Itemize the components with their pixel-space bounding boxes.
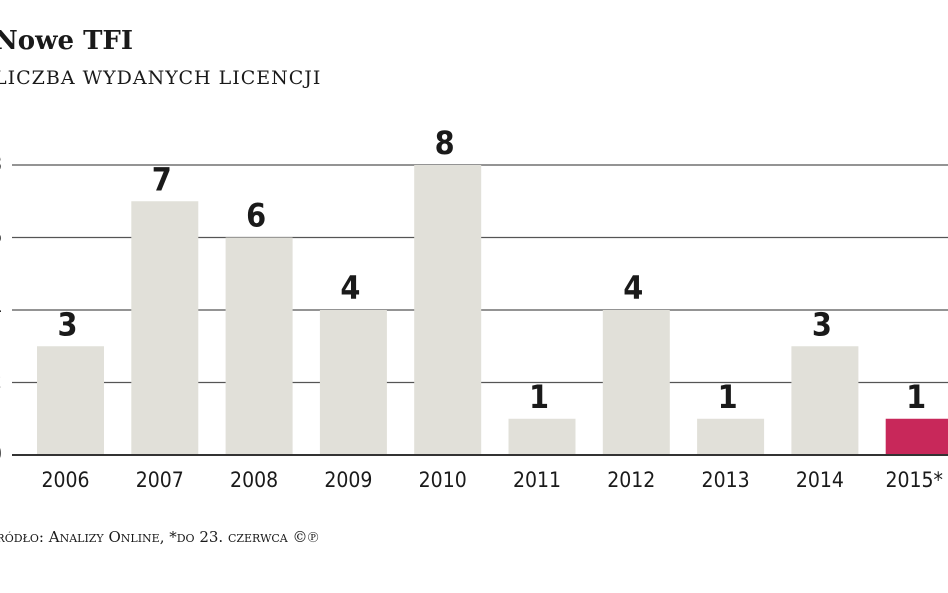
y-tick-label: 4	[0, 297, 2, 321]
value-label: 1	[718, 378, 738, 416]
x-tick-label: 2008	[230, 468, 278, 492]
bar	[37, 346, 104, 455]
value-label: 3	[57, 305, 77, 343]
bar	[131, 201, 199, 455]
bar	[508, 418, 576, 455]
value-label: 3	[812, 305, 832, 343]
x-tick-label: 2009	[324, 468, 372, 492]
value-label: 1	[529, 378, 549, 416]
x-tick-label: 2013	[702, 468, 750, 492]
x-tick-label: 2006	[41, 468, 89, 492]
value-label: 4	[340, 269, 360, 307]
source-note: Źródło: Analizy Online, *do 23. czerwca …	[0, 528, 319, 546]
bar	[697, 418, 765, 455]
bar	[885, 418, 948, 455]
x-tick-label: 2011	[513, 468, 561, 492]
y-tick-label: 2	[0, 369, 2, 393]
x-tick-label: 2015*	[885, 468, 943, 492]
y-tick-label: 8	[0, 152, 2, 176]
x-tick-label: 2014	[796, 468, 844, 492]
bar	[414, 165, 482, 455]
x-tick-label: 2012	[607, 468, 655, 492]
value-label: 8	[435, 124, 455, 162]
value-label: 4	[623, 269, 643, 307]
bar	[319, 310, 387, 455]
y-tick-label: 6	[0, 224, 2, 248]
value-label: 1	[906, 378, 926, 416]
value-label: 7	[152, 160, 172, 198]
x-tick-label: 2007	[136, 468, 184, 492]
bar	[791, 346, 859, 455]
chart-subtitle: LICZBA WYDANYCH LICENCJI	[0, 67, 321, 89]
value-label: 6	[246, 197, 266, 235]
chart-title: Nowe TFI	[0, 26, 133, 56]
y-tick-label: 0	[0, 442, 2, 466]
bar	[225, 237, 293, 455]
bar	[602, 310, 670, 455]
x-tick-label: 2010	[419, 468, 467, 492]
